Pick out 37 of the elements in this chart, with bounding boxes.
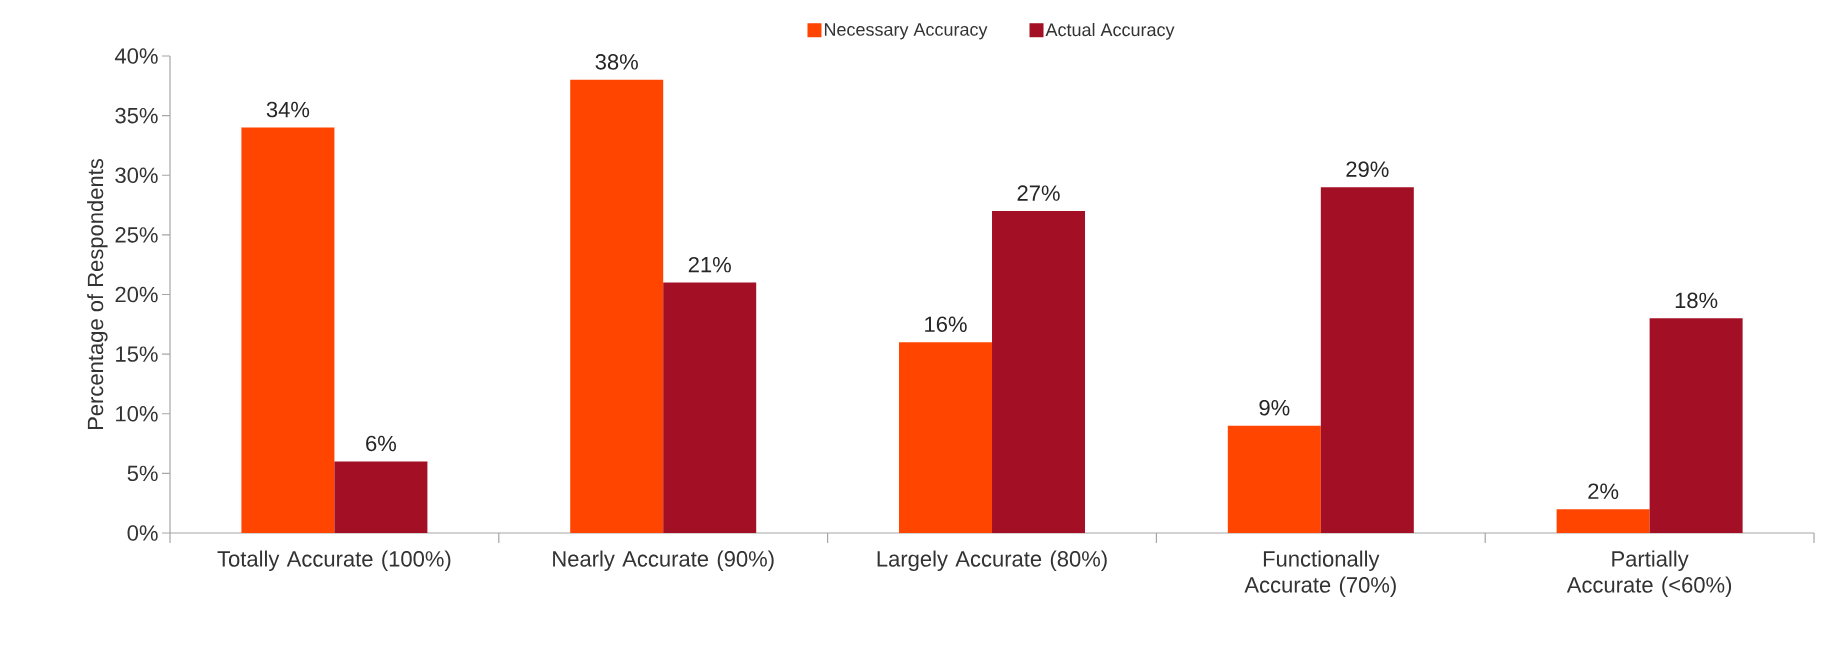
- y-tick-label: 15%: [116, 346, 158, 362]
- y-tick-label: 40%: [114, 48, 158, 64]
- bar: [663, 282, 757, 533]
- y-tick-label: 35%: [115, 107, 158, 124]
- y-tick-label: 30%: [115, 167, 158, 184]
- x-tick-label: Totally Accurate (100%): [217, 550, 451, 572]
- x-tick-label: Largely Accurate (80%): [877, 550, 1107, 572]
- x-tick-label: Partially Accurate (<60%): [1566, 550, 1732, 598]
- data-label: 34%: [266, 101, 310, 118]
- bar: [899, 342, 993, 533]
- bar: [241, 127, 335, 533]
- y-tick-label: 5%: [127, 465, 158, 482]
- data-label: 18%: [1675, 292, 1718, 309]
- data-label: 9%: [1259, 399, 1290, 416]
- bar: [1649, 318, 1743, 533]
- bar: [1556, 509, 1650, 533]
- data-label: 38%: [595, 54, 638, 70]
- bar: [1227, 425, 1321, 533]
- data-label: 21%: [688, 256, 731, 273]
- y-tick-label: 25%: [115, 227, 158, 243]
- x-tick-label: Functionally Accurate (70%): [1244, 550, 1396, 598]
- y-tick-label: 10%: [116, 405, 158, 422]
- bar: [1320, 187, 1414, 533]
- y-tick-label: 20%: [115, 286, 158, 303]
- bar: [334, 461, 428, 533]
- data-label: 27%: [1017, 185, 1060, 201]
- data-label: 29%: [1346, 161, 1389, 177]
- data-label: 2%: [1588, 483, 1619, 499]
- bar: [570, 79, 664, 533]
- x-tick-label: Nearly Accurate (90%): [553, 550, 774, 572]
- legend-label: Actual Accuracy: [1045, 22, 1175, 40]
- data-label: 6%: [366, 435, 397, 452]
- bar: [992, 211, 1086, 533]
- y-axis-title: Percentage of Respondents: [87, 158, 108, 430]
- y-tick-label: 0%: [127, 525, 158, 541]
- legend-label: Necessary Accuracy: [824, 23, 988, 40]
- data-label: 16%: [925, 316, 967, 332]
